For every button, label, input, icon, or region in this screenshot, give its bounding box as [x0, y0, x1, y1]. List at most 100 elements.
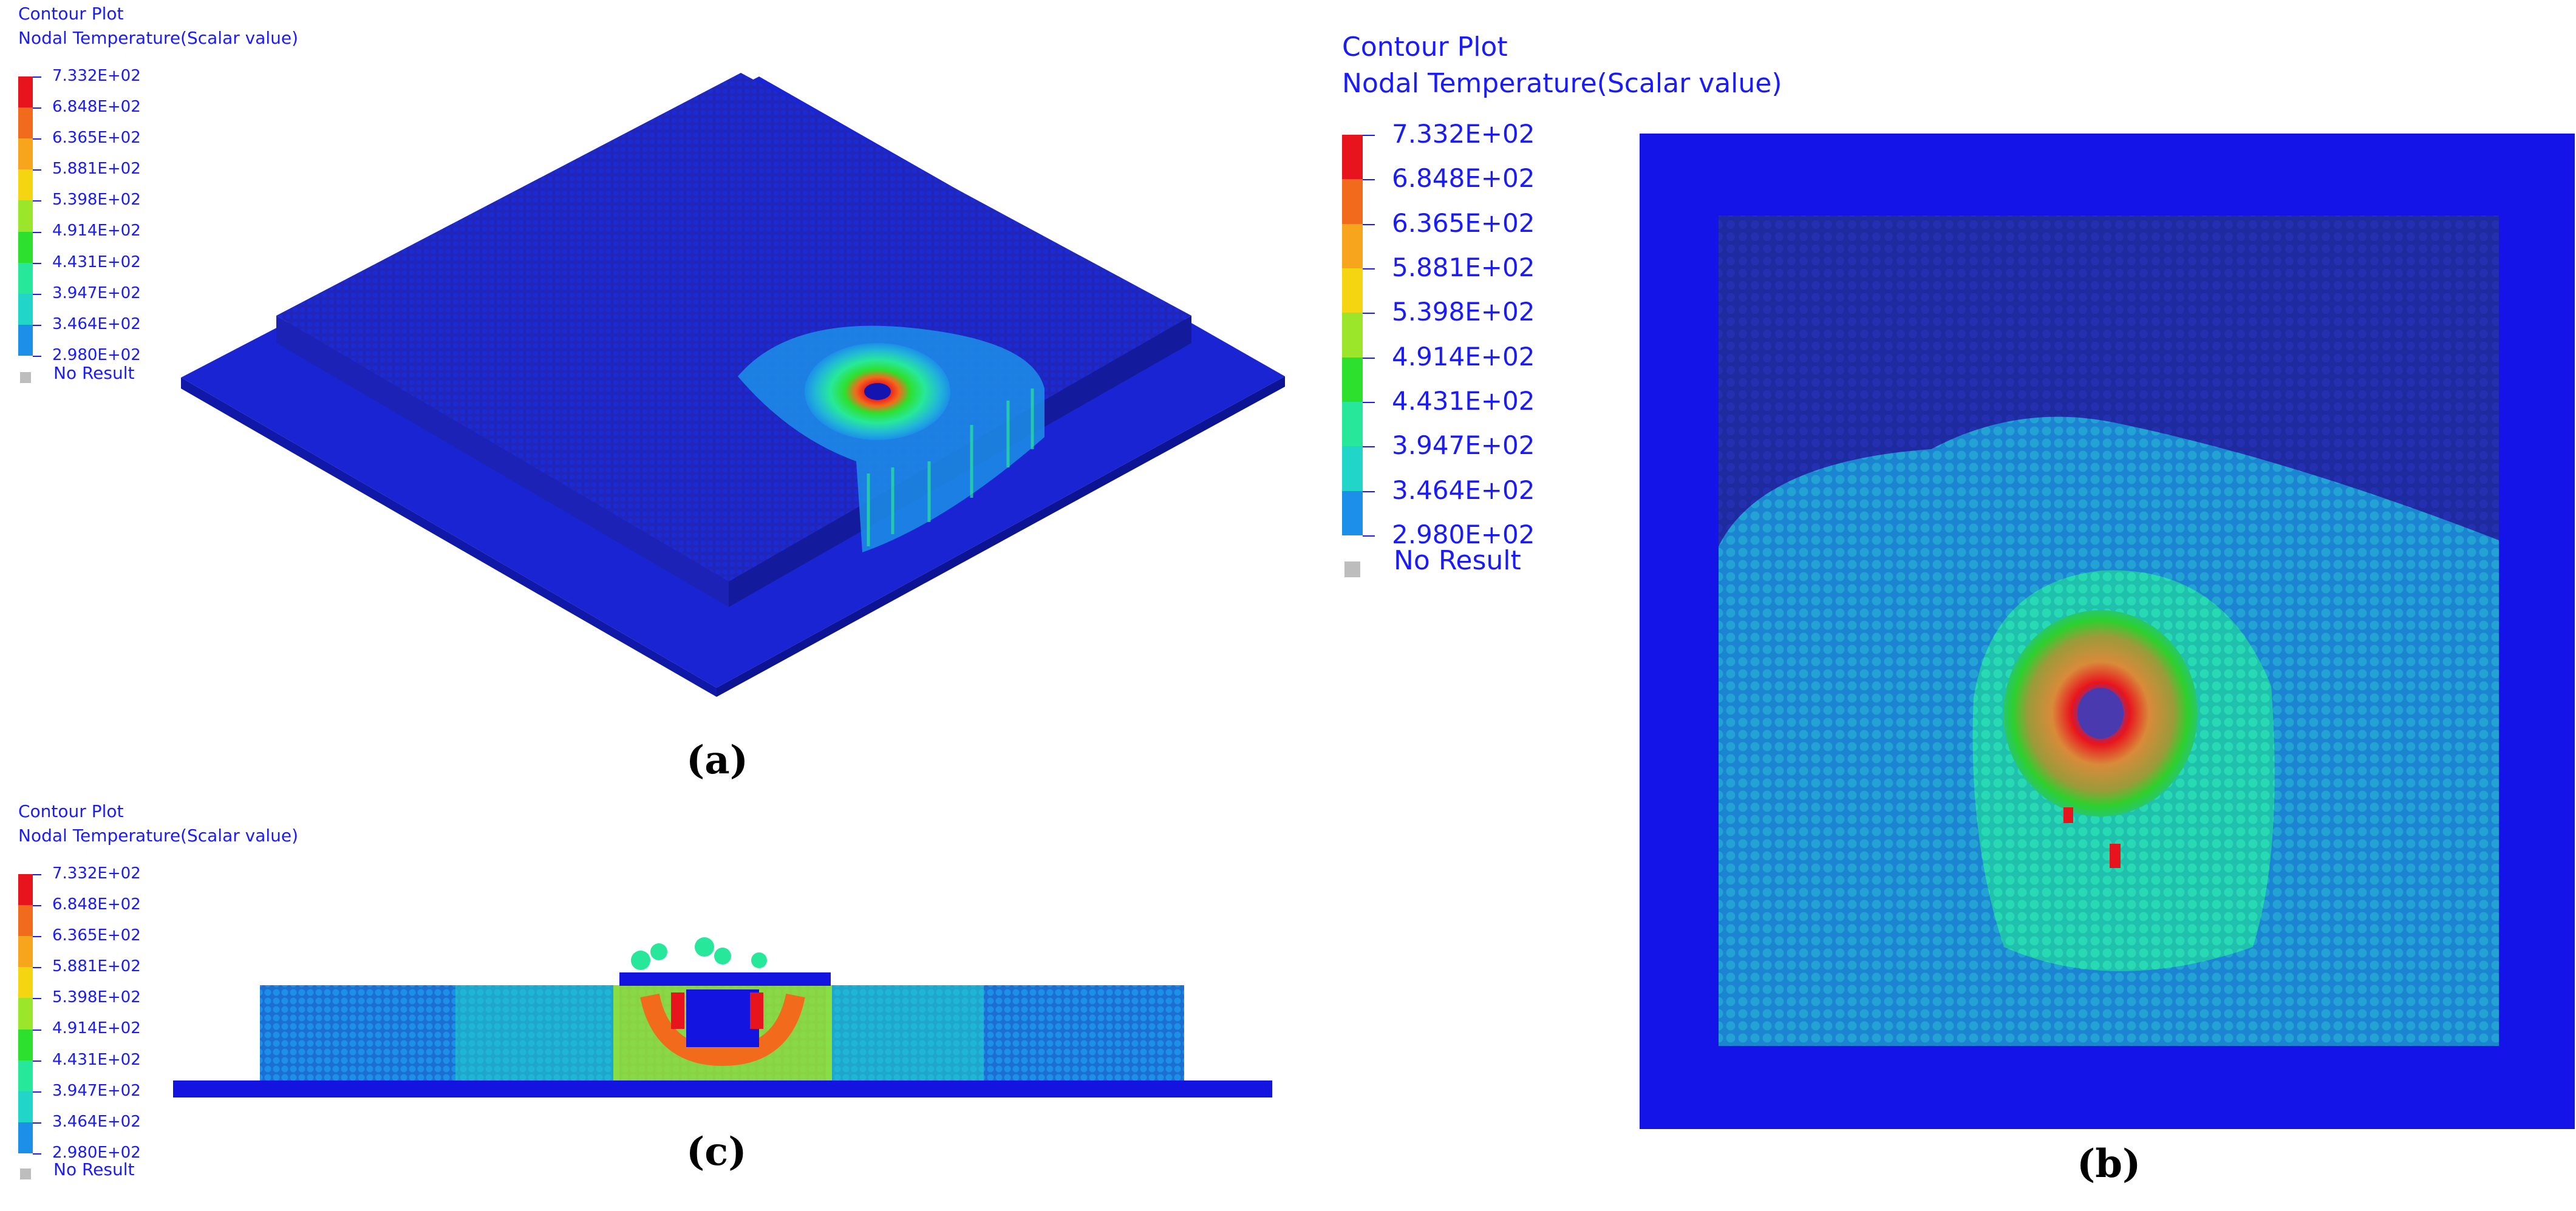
legend-tick	[1363, 535, 1375, 537]
legend-a-noresult-label: No Result	[53, 363, 135, 383]
legend-value-label: 7.332E+02	[52, 864, 141, 883]
legend-value-label: 3.464E+02	[52, 314, 141, 333]
legend-value-label: 3.947E+02	[52, 1081, 141, 1100]
legend-segment	[18, 107, 33, 139]
melt-red-right	[750, 992, 763, 1029]
legend-value-label: 6.848E+02	[1392, 163, 1535, 194]
melt-red-left	[671, 992, 684, 1029]
legend-tick	[33, 1122, 42, 1124]
legend-value-label: 4.431E+02	[52, 1050, 141, 1069]
legend-a-title: Contour Plot	[18, 4, 124, 24]
side-section-view	[173, 937, 1272, 1097]
legend-segment	[18, 936, 33, 968]
legend-tick	[1363, 313, 1375, 314]
legend-value-label: 3.464E+02	[52, 1112, 141, 1131]
legend-c-noresult-swatch	[20, 1169, 31, 1179]
panel-c: Contour Plot Nodal Temperature(Scalar va…	[0, 801, 1336, 1211]
legend-segment	[18, 262, 33, 294]
legend-tick	[33, 169, 42, 171]
deposited-track	[619, 972, 831, 986]
caption-a: (a)	[686, 738, 749, 783]
legend-value-label: 2.980E+02	[52, 1143, 141, 1162]
legend-value-label: 3.464E+02	[1392, 475, 1535, 505]
legend-tick	[33, 905, 42, 907]
legend-c-title: Contour Plot	[18, 801, 124, 821]
legend-b-colorbar	[1342, 135, 1363, 535]
legend-segment	[18, 1060, 33, 1091]
isometric-model-view	[181, 73, 1285, 697]
legend-tick	[1363, 135, 1375, 136]
legend-tick	[1363, 446, 1375, 448]
legend-segment	[18, 200, 33, 232]
legend-tick	[33, 1029, 42, 1031]
powder-layer-side-left	[276, 316, 729, 607]
legend-tick	[33, 967, 42, 969]
legend-value-label: 2.980E+02	[1392, 519, 1535, 549]
legend-segment	[1342, 490, 1363, 535]
legend-b-subtitle: Nodal Temperature(Scalar value)	[1342, 68, 1782, 99]
panel-b: Contour Plot Nodal Temperature(Scalar va…	[1324, 0, 2576, 1211]
legend-tick	[33, 1153, 42, 1155]
legend-value-label: 5.398E+02	[1392, 297, 1535, 327]
legend-segment	[18, 1029, 33, 1060]
legend-tick	[33, 324, 42, 326]
legend-value-label: 6.365E+02	[52, 129, 141, 148]
legend-value-label: 5.881E+02	[1392, 252, 1535, 282]
legend-tick	[33, 231, 42, 233]
legend-tick	[1363, 490, 1375, 492]
legend-value-label: 4.914E+02	[52, 222, 141, 240]
heat-stripes	[867, 388, 1034, 546]
legend-value-label: 6.848E+02	[52, 97, 141, 116]
legend-segment	[18, 324, 33, 356]
legend-tick	[33, 1060, 42, 1062]
caption-c: (c)	[686, 1129, 747, 1175]
warm-zone-left	[455, 985, 619, 1080]
legend-tick	[33, 138, 42, 140]
base-plate-side-right	[717, 376, 1285, 697]
legend-c-subtitle: Nodal Temperature(Scalar value)	[18, 826, 299, 846]
legend-segment	[18, 231, 33, 263]
powder-layer-top	[276, 73, 1191, 582]
legend-tick	[1363, 179, 1375, 181]
legend-segment	[1342, 135, 1363, 180]
legend-tick	[33, 1091, 42, 1093]
legend-segment	[1342, 446, 1363, 491]
legend-b-noresult-label: No Result	[1394, 545, 1521, 576]
legend-b-title: Contour Plot	[1342, 32, 1508, 63]
spatter-particles	[631, 937, 767, 970]
legend-segment	[1342, 313, 1363, 358]
legend-c-noresult-label: No Result	[53, 1159, 135, 1179]
legend-value-label: 7.332E+02	[1392, 118, 1535, 149]
top-model-view	[1640, 134, 2575, 1129]
legend-segment	[18, 905, 33, 937]
legend-segment	[1342, 268, 1363, 313]
legend-tick	[33, 293, 42, 295]
legend-tick	[33, 262, 42, 264]
panel-a: Contour Plot Nodal Temperature(Scalar va…	[0, 0, 1336, 789]
legend-tick	[1363, 357, 1375, 359]
legend-value-label: 4.431E+02	[52, 253, 141, 271]
legend-segment	[18, 169, 33, 201]
legend-a-subtitle: Nodal Temperature(Scalar value)	[18, 28, 299, 48]
legend-tick	[33, 874, 42, 875]
legend-a-noresult-swatch	[20, 372, 31, 383]
caption-b: (b)	[2077, 1141, 2141, 1187]
melt-pool-center	[864, 383, 891, 400]
legend-segment	[18, 76, 33, 108]
legend-value-label: 4.914E+02	[52, 1019, 141, 1038]
legend-segment	[18, 138, 33, 170]
legend-segment	[18, 967, 33, 999]
legend-segment	[18, 1091, 33, 1122]
legend-tick	[33, 107, 42, 109]
legend-b-noresult-swatch	[1344, 561, 1360, 577]
legend-value-label: 5.881E+02	[52, 957, 141, 976]
legend-segment	[1342, 223, 1363, 268]
legend-value-label: 5.881E+02	[52, 160, 141, 178]
melt-ring	[640, 993, 805, 1067]
legend-segment	[18, 293, 33, 325]
legend-value-label: 2.980E+02	[52, 345, 141, 364]
substrate	[173, 1080, 1272, 1097]
melt-pool-top-center	[2077, 688, 2124, 739]
legend-value-label: 6.848E+02	[52, 895, 141, 914]
legend-segment	[18, 1122, 33, 1153]
